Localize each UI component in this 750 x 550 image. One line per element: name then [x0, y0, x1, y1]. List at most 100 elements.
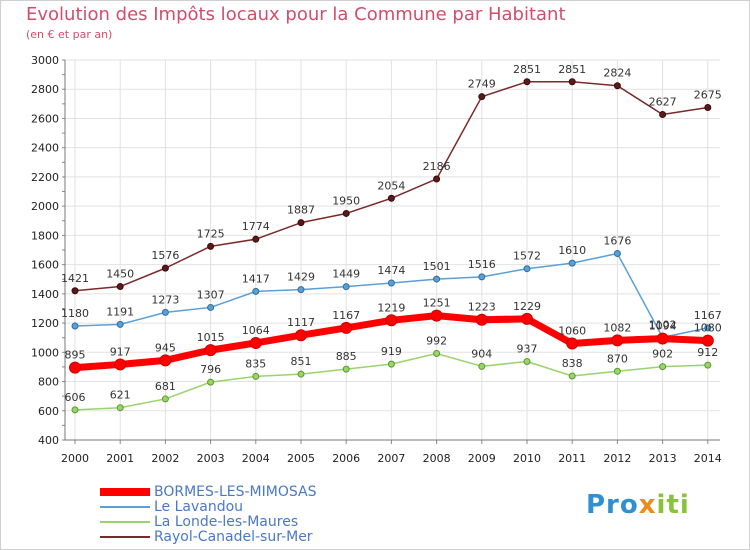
- y-tick-label: 800: [38, 376, 59, 389]
- legend-item: Rayol-Canadel-sur-Mer: [100, 528, 316, 545]
- data-label: 681: [155, 380, 176, 393]
- x-tick-label: 2005: [287, 452, 315, 465]
- legend-label: Le Lavandou: [154, 498, 244, 515]
- x-tick-label: 2007: [377, 452, 405, 465]
- data-point: [161, 264, 169, 272]
- data-point: [249, 336, 262, 349]
- legend-swatch: [100, 487, 150, 496]
- y-tick-label: 1200: [31, 317, 59, 330]
- logo-part-2: x: [638, 490, 657, 520]
- y-tick-label: 1600: [31, 259, 59, 272]
- data-label: 1080: [694, 322, 722, 335]
- data-point: [568, 78, 576, 86]
- data-label: 1191: [106, 305, 134, 318]
- x-tick-label: 2001: [106, 452, 134, 465]
- data-label: 1251: [423, 297, 451, 310]
- legend-item: Le Lavandou: [100, 498, 316, 515]
- data-point: [613, 367, 621, 375]
- series-layer: [69, 78, 714, 414]
- data-point: [342, 283, 350, 291]
- data-label: 1676: [603, 235, 631, 248]
- data-label: 917: [110, 345, 131, 358]
- data-point: [295, 329, 307, 342]
- data-label: 1576: [151, 249, 179, 262]
- data-point: [433, 275, 441, 283]
- data-point: [523, 265, 531, 273]
- axes: 400 600 800 1000 1200 1400 1600 1800 2000 2200 240…: [31, 54, 722, 465]
- data-label: 912: [697, 346, 718, 359]
- data-point: [659, 111, 667, 119]
- data-label: 1015: [197, 331, 225, 344]
- data-point: [433, 349, 441, 357]
- data-label: 1774: [242, 220, 270, 233]
- data-point: [430, 309, 443, 322]
- data-label: 1516: [468, 258, 496, 271]
- data-label: 2749: [468, 78, 496, 91]
- data-point: [659, 363, 667, 371]
- data-point: [478, 362, 486, 370]
- data-point: [116, 320, 124, 328]
- data-label: 1223: [468, 301, 496, 314]
- data-point: [656, 332, 669, 345]
- legend-swatch: [100, 505, 150, 508]
- data-label: 1219: [377, 301, 405, 314]
- x-tick-label: 2013: [649, 452, 677, 465]
- data-label: 2824: [603, 67, 631, 80]
- x-tick-label: 2000: [61, 452, 89, 465]
- data-point: [613, 250, 621, 258]
- data-label: 2627: [649, 96, 677, 109]
- data-point: [252, 372, 260, 380]
- data-label: 992: [426, 334, 447, 347]
- data-label: 2851: [513, 63, 541, 76]
- data-label: 904: [471, 347, 492, 360]
- data-point: [207, 303, 215, 311]
- data-label: 851: [291, 355, 312, 368]
- data-point: [252, 287, 260, 295]
- logo-part-3: iti: [656, 490, 690, 520]
- data-label: 1450: [106, 268, 134, 281]
- data-label: 870: [607, 352, 628, 365]
- data-point: [69, 361, 81, 374]
- data-label: 2851: [558, 63, 586, 76]
- data-label: 937: [517, 343, 538, 356]
- data-point: [701, 334, 714, 347]
- data-label: 1102: [649, 318, 677, 331]
- data-label: 1180: [61, 307, 89, 320]
- y-tick-label: 1400: [31, 288, 59, 301]
- legend-swatch: [100, 535, 150, 538]
- data-point: [523, 358, 531, 366]
- legend-item: BORMES-LES-MIMOSAS: [100, 484, 316, 500]
- data-label: 1417: [242, 272, 270, 285]
- data-point: [159, 354, 172, 367]
- x-tick-label: 2012: [603, 452, 631, 465]
- data-point: [704, 324, 712, 332]
- data-point: [613, 82, 621, 90]
- data-label: 1273: [151, 293, 179, 306]
- data-point: [71, 406, 79, 414]
- x-tick-label: 2006: [332, 452, 360, 465]
- data-label: 1060: [558, 325, 586, 338]
- chart-subtitle: (en € et par an): [26, 28, 113, 41]
- data-label: 1725: [197, 227, 225, 240]
- x-tick-label: 2008: [423, 452, 451, 465]
- x-tick-label: 2010: [513, 452, 541, 465]
- data-point: [433, 175, 441, 183]
- legend-swatch: [100, 520, 150, 523]
- data-label: 1449: [332, 268, 360, 281]
- x-tick-label: 2003: [197, 452, 225, 465]
- y-tick-label: 2400: [31, 142, 59, 155]
- data-point: [114, 358, 127, 371]
- y-tick-label: 3000: [31, 54, 59, 67]
- x-tick-label: 2004: [242, 452, 270, 465]
- y-tick-label: 2000: [31, 200, 59, 213]
- data-label: 1167: [332, 309, 360, 322]
- data-point: [340, 321, 353, 334]
- legend-label: La Londe-les-Maures: [154, 513, 299, 530]
- data-label: 1117: [287, 316, 315, 329]
- data-label: 796: [200, 363, 221, 376]
- data-point: [478, 273, 486, 281]
- data-label: 1474: [377, 264, 405, 277]
- line-chart: 400 600 800 1000 1200 1400 1600 1800 2000 2200 240…: [31, 54, 722, 465]
- legend-label: Rayol-Canadel-sur-Mer: [154, 528, 313, 545]
